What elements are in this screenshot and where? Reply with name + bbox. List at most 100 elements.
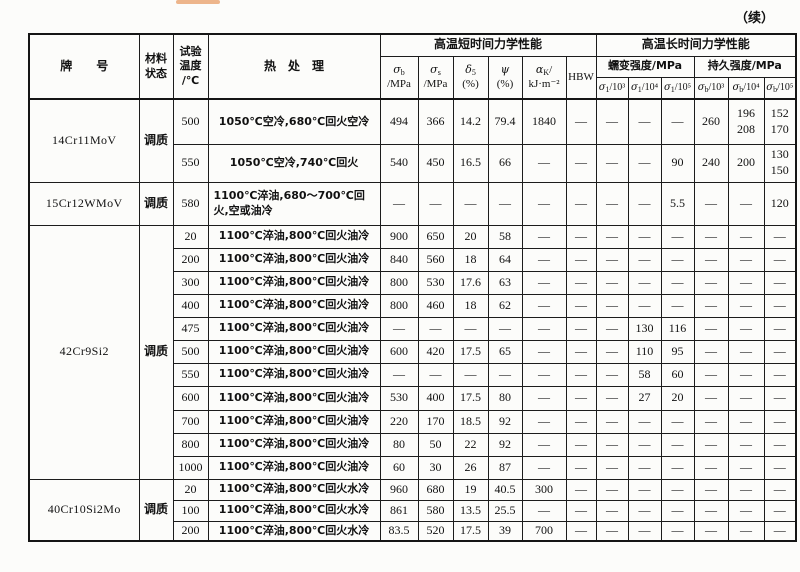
col-header-sigma-b: σb/MPa — [379, 55, 419, 100]
value-cell: 300 — [521, 478, 567, 501]
value-cell: — — [693, 478, 729, 501]
header-unit: /10⁴ — [641, 82, 659, 94]
value-cell: — — [693, 224, 729, 249]
value-cell: 450 — [417, 143, 454, 183]
value-cell: — — [660, 478, 695, 501]
value-cell: — — [763, 247, 797, 272]
value-cell: — — [627, 143, 662, 183]
value-cell: — — [660, 432, 695, 457]
temperature-cell: 400 — [172, 293, 209, 318]
value-cell: 19 — [452, 478, 489, 501]
value-cell: — — [660, 520, 695, 542]
table-row: 1000 1100℃淬油,800℃回火油冷 60 30 26 87— — — — — — — — — [29, 455, 797, 480]
value-cell: — — [660, 270, 695, 295]
value-cell: 40.5 — [487, 478, 523, 501]
header-unit: /MPa — [423, 78, 448, 91]
value-cell: — — [521, 385, 567, 411]
temperature-cell: 200 — [172, 247, 209, 272]
table-row: 100 1100℃淬油,800℃回火水冷 861 580 13.5 25.5— — — — — — —… — [29, 499, 797, 522]
greek-symbol: σ — [732, 82, 740, 94]
value-cell: — — [627, 432, 662, 457]
value-cell: — — [565, 455, 597, 480]
col-header-sigmab-10e4: σb/10⁴ — [727, 76, 765, 100]
value-cell: 16.5 — [452, 143, 489, 183]
value-cell: — — [660, 455, 695, 480]
value-cell: 30 — [417, 455, 454, 480]
value-cell: — — [487, 362, 523, 387]
symbol-subscript: b — [400, 67, 405, 77]
value-cell: 600 — [379, 339, 419, 364]
temperature-cell: 200 — [172, 520, 209, 542]
temperature-cell: 1000 — [172, 455, 209, 480]
value-cell: — — [521, 339, 567, 364]
value-cell: — — [595, 385, 629, 411]
col-header-heat-treatment: 热 处 理 — [207, 33, 381, 100]
header-row-symbols: σ1/10³ σ1/10⁴ σ1/10⁵ σb/10³ σb/10⁴ σb/10⁵ — [29, 76, 797, 100]
value-cell: — — [727, 339, 765, 364]
value-cell: 650 — [417, 224, 454, 249]
value-cell: — — [417, 362, 454, 387]
value-cell: 80 — [379, 432, 419, 457]
table-row: 14Cr11MoV 调质 500 1050℃空冷,680℃回火空冷 494 366 14.2… — [28, 98, 797, 183]
heat-treatment-cell: 1050℃空冷,740℃回火 — [207, 143, 381, 183]
value-cell: — — [727, 409, 765, 434]
value-cell: — — [565, 224, 597, 249]
value-cell: — — [521, 455, 567, 480]
value-cell: — — [727, 362, 765, 387]
temperature-cell: 300 — [172, 270, 209, 295]
greek-symbol: ψ — [500, 62, 510, 76]
temperature-cell: 550 — [172, 362, 209, 387]
value-cell: — — [521, 316, 567, 341]
value-cell: — — [763, 409, 797, 434]
symbol-subscript: b — [739, 85, 744, 95]
value-cell: — — [763, 455, 797, 480]
value-cell: 800 — [379, 293, 419, 318]
heat-treatment-cell: 1100℃淬油,800℃回火油冷 — [207, 362, 381, 387]
table-row: 42Cr9Si2 调质 20 1100℃淬油,800℃回火油冷 900 650 20 58— —… — [28, 224, 797, 480]
material-state-cell: 调质 — [138, 98, 174, 183]
value-cell: — — [565, 181, 597, 226]
value-cell: 700 — [521, 520, 567, 542]
table-row: 400 1100℃淬油,800℃回火油冷 800 460 18 62— — — — — — — — — [29, 293, 797, 318]
value-cell: — — [727, 520, 765, 542]
value-cell: — — [595, 478, 629, 501]
value-cell: 22 — [452, 432, 489, 457]
value-cell: — — [763, 316, 797, 341]
value-cell: — — [660, 293, 695, 318]
value-cell: 92 — [487, 409, 523, 434]
temperature-cell: 20 — [172, 224, 209, 249]
value-cell: 39 — [487, 520, 523, 542]
value-cell: 240 — [693, 143, 729, 183]
value-cell: — — [521, 270, 567, 295]
greek-symbol: α — [535, 62, 544, 76]
header-unit: /10³ — [708, 82, 725, 94]
table-row: 40Cr10Si2Mo 调质 20 1100℃淬油,800℃回火水冷 960 680 19 4… — [28, 478, 797, 542]
header-row-subgroups: σb/MPa σs/MPa δ5 (%) ψ (%) αK/kJ·m⁻² HBW 蠕变强度/MP… — [29, 55, 797, 100]
col-header-creep-strength-group: 蠕变强度/MPa — [595, 55, 695, 78]
value-cell: — — [727, 247, 765, 272]
value-cell: 200 — [727, 143, 765, 183]
value-cell: 80 — [487, 385, 523, 411]
value-cell: — — [627, 499, 662, 522]
temperature-cell: 580 — [172, 181, 209, 226]
table-header: 牌 号材料 状态 试验 温度 /℃ 热 处 理高温短时间力学性能 高温长时间力学性能 σ… — [28, 33, 797, 100]
table-row: 15Cr12WMoV 调质 580 1100℃淬油,680～700℃回火,空或油冷 — —… — [28, 181, 797, 226]
value-cell: 26 — [452, 455, 489, 480]
value-cell: 27 — [627, 385, 662, 411]
value-cell: — — [727, 385, 765, 411]
value-cell: — — [565, 247, 597, 272]
value-cell: — — [763, 339, 797, 364]
value-cell: — — [693, 409, 729, 434]
value-cell: 79.4 — [487, 98, 523, 145]
value-cell: 116 — [660, 316, 695, 341]
symbol-subscript: 1 — [605, 85, 610, 95]
value-cell: — — [521, 293, 567, 318]
value-cell: — — [595, 432, 629, 457]
value-cell: 64 — [487, 247, 523, 272]
value-cell: — — [763, 362, 797, 387]
value-cell: — — [565, 432, 597, 457]
value-cell: 900 — [379, 224, 419, 249]
value-cell: — — [693, 181, 729, 226]
col-header-sigmab-10e5: σb/10⁵ — [763, 76, 797, 100]
header-unit: /10⁴ — [743, 82, 760, 94]
